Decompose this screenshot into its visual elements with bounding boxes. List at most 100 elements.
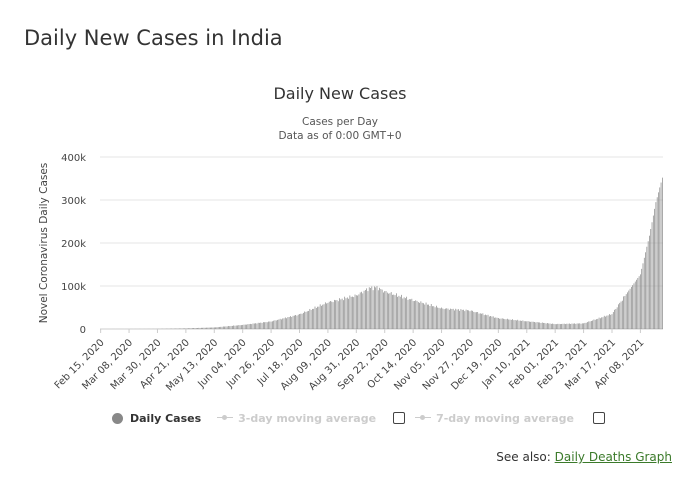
checkbox-7-day-average[interactable]: [593, 412, 605, 424]
bar: [487, 314, 489, 329]
bar: [442, 308, 444, 329]
daily-deaths-graph-link[interactable]: Daily Deaths Graph: [554, 450, 672, 464]
bar: [241, 325, 242, 329]
bar: [234, 325, 236, 329]
bar: [296, 315, 298, 329]
bar: [197, 327, 198, 329]
bar: [420, 301, 422, 329]
bar: [295, 314, 296, 329]
bar: [473, 311, 475, 329]
bar: [469, 311, 471, 329]
legend-label-daily-cases: Daily Cases: [130, 411, 202, 425]
bar: [195, 328, 197, 329]
bar: [252, 323, 254, 329]
bar: [534, 322, 535, 329]
bar: [656, 197, 658, 329]
bar: [217, 327, 219, 329]
bar: [237, 325, 238, 329]
bar: [348, 298, 349, 329]
bar: [495, 317, 497, 329]
bar: [519, 320, 521, 329]
y-tick-label: 100k: [61, 282, 86, 293]
bar: [540, 323, 542, 329]
bar: [424, 304, 426, 329]
bar: [641, 268, 643, 329]
bar: [204, 327, 206, 329]
bar: [467, 310, 468, 329]
bar: [448, 309, 450, 329]
bar: [408, 299, 410, 329]
bar: [212, 327, 214, 329]
bar: [552, 323, 553, 329]
bar: [269, 321, 271, 329]
bar: [279, 318, 281, 329]
page-title: Daily New Cases in India: [24, 26, 283, 50]
bar: [219, 326, 220, 329]
checkbox-3-day-average[interactable]: [393, 412, 406, 424]
y-tick-label: 0: [80, 325, 86, 336]
bar: [388, 293, 389, 329]
bar: [229, 326, 231, 329]
bar: [491, 316, 493, 329]
line-marker-icon: [217, 413, 234, 423]
bar: [370, 287, 371, 329]
bar: [478, 313, 480, 329]
bar: [457, 309, 459, 329]
bar: [283, 318, 285, 329]
bar: [556, 324, 557, 329]
bar: [452, 308, 454, 329]
bar: [266, 322, 268, 329]
bar: [640, 274, 641, 329]
bar: [438, 307, 440, 329]
bar: [550, 323, 552, 329]
bar: [327, 302, 329, 329]
bar: [470, 310, 472, 329]
bar: [352, 296, 353, 329]
x-tick-label: Feb 23, 2021: [536, 337, 590, 391]
x-tick-label: Sep 22, 2020: [336, 337, 391, 392]
bar: [313, 308, 315, 329]
bar: [310, 310, 312, 329]
bar: [606, 315, 608, 329]
bar: [576, 323, 578, 329]
bar: [416, 300, 418, 329]
bar: [531, 321, 533, 329]
bar: [372, 290, 374, 329]
bar: [309, 308, 311, 329]
y-axis-ticks: 0 100k 200k 300k 400k: [61, 153, 86, 336]
bar: [246, 324, 247, 329]
bar: [454, 310, 455, 329]
bar: [361, 291, 362, 329]
bar: [203, 327, 205, 329]
bar: [642, 263, 644, 329]
bar: [281, 319, 282, 329]
bar: [282, 318, 284, 329]
x-tick-label: Mar 17, 2021: [563, 337, 618, 392]
bar: [439, 308, 441, 329]
bar: [362, 293, 364, 329]
bar: [392, 294, 393, 329]
bar: [179, 328, 180, 329]
bar: [559, 324, 561, 329]
bar: [602, 317, 604, 329]
legend-item-3-day-average[interactable]: 3-day moving average: [217, 412, 376, 425]
bar: [527, 321, 529, 329]
bar: [314, 306, 316, 329]
bar: [365, 290, 366, 329]
legend-item-daily-cases[interactable]: Daily Cases: [112, 412, 201, 425]
bar: [430, 304, 432, 329]
bar: [565, 324, 566, 329]
bar: [390, 292, 392, 329]
bar: [288, 316, 290, 329]
bar: [649, 235, 650, 329]
bar: [605, 316, 606, 329]
bar: [601, 317, 603, 329]
bar: [208, 327, 210, 329]
legend-label-3-day-average: 3-day moving average: [238, 411, 377, 425]
bar: [394, 295, 396, 329]
bar: [504, 319, 506, 329]
bar: [251, 324, 253, 329]
legend-item-7-day-average[interactable]: 7-day moving average: [415, 412, 574, 425]
